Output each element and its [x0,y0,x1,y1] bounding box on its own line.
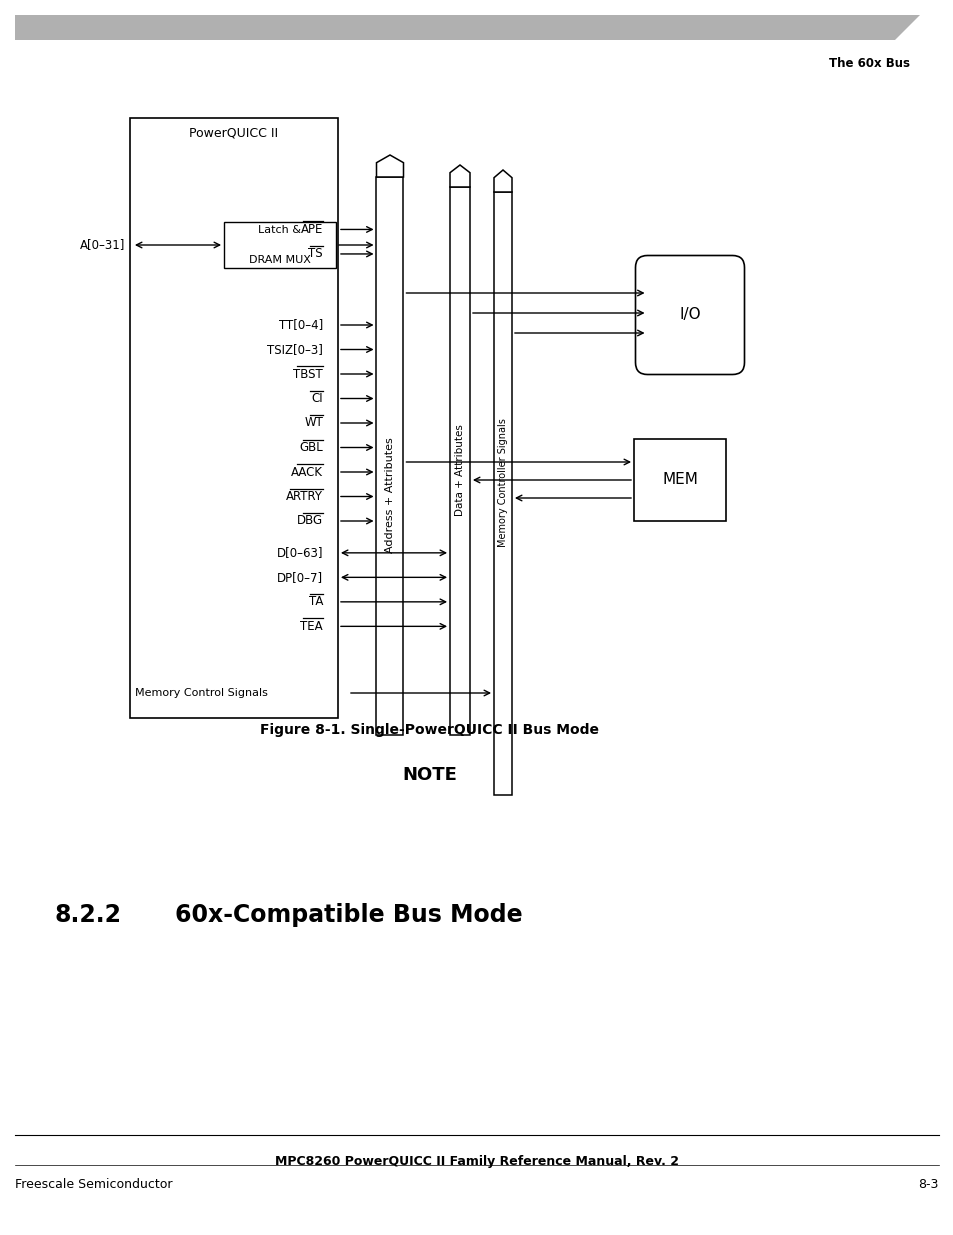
Text: Memory Control Signals: Memory Control Signals [135,688,268,698]
Bar [634,438,725,521]
Text: APE: APE [300,224,323,236]
Text: A[0–31]: A[0–31] [79,238,125,252]
Bar [376,177,403,735]
Text: Address + Attributes: Address + Attributes [385,437,395,553]
Text: TSIZ[0–3]: TSIZ[0–3] [267,343,323,356]
Text: Memory Controller Signals: Memory Controller Signals [497,419,507,547]
Bar [494,191,512,795]
Polygon shape [376,156,403,177]
Text: AACK: AACK [291,466,323,478]
Text: TA: TA [309,595,323,609]
Text: 8-3: 8-3 [918,1178,938,1191]
Text: ARTRY: ARTRY [286,490,323,503]
Text: WT: WT [304,416,323,430]
Text: 60x-Compatible Bus Mode: 60x-Compatible Bus Mode [174,903,522,927]
Text: TS: TS [308,247,323,261]
Text: Data + Attributes: Data + Attributes [455,424,464,516]
Text: DRAM MUX: DRAM MUX [249,254,311,266]
FancyBboxPatch shape [635,256,743,374]
Text: DBG: DBG [296,515,323,527]
Text: Latch &: Latch & [258,225,301,235]
Text: 8.2.2: 8.2.2 [55,903,122,927]
Text: GBL: GBL [299,441,323,454]
Text: DP[0–7]: DP[0–7] [276,571,323,584]
Text: Freescale Semiconductor: Freescale Semiconductor [15,1178,172,1191]
Bar [130,119,337,718]
Bar [224,222,335,268]
Text: CI: CI [311,391,323,405]
Text: TT[0–4]: TT[0–4] [278,319,323,331]
Polygon shape [450,165,470,186]
Bar [450,186,470,735]
Text: PowerQUICC II: PowerQUICC II [190,126,278,140]
Text: TBST: TBST [293,368,323,380]
Text: Figure 8-1. Single-PowerQUICC II Bus Mode: Figure 8-1. Single-PowerQUICC II Bus Mod… [260,722,598,737]
Text: MEM: MEM [661,473,698,488]
Text: MPC8260 PowerQUICC II Family Reference Manual, Rev. 2: MPC8260 PowerQUICC II Family Reference M… [274,1155,679,1168]
Text: The 60x Bus: The 60x Bus [828,57,909,70]
Text: D[0–63]: D[0–63] [276,546,323,559]
Text: TEA: TEA [300,620,323,632]
Text: I/O: I/O [679,308,700,322]
Polygon shape [15,15,919,40]
Polygon shape [494,170,512,191]
Text: NOTE: NOTE [402,766,456,784]
